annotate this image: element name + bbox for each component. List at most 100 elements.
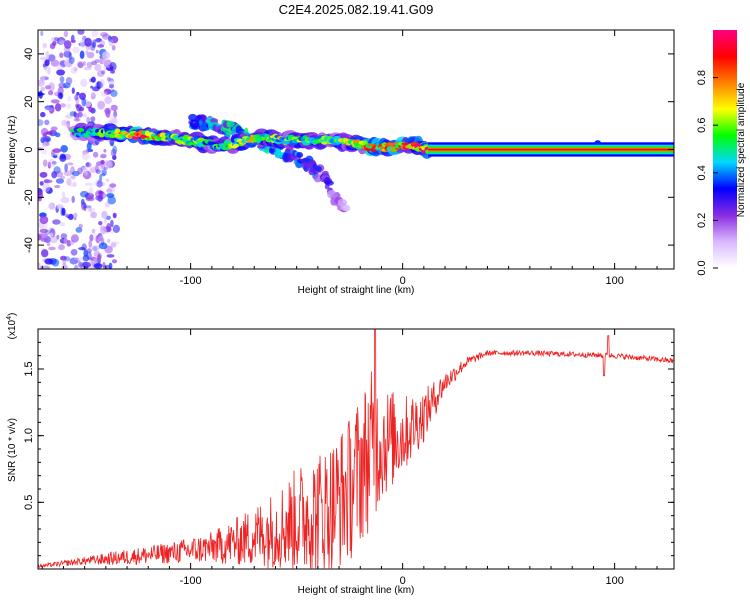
spectrogram-noise-blob <box>94 63 102 72</box>
spectrogram-noise-blob <box>90 76 96 83</box>
spectrogram-noise-blob <box>98 221 103 226</box>
spectrogram-noise-blob <box>81 167 88 173</box>
spectrogram-noise-blob <box>71 195 75 203</box>
spectrogram-noise-blob <box>93 38 100 44</box>
spectrogram-noise-blob <box>111 45 116 51</box>
y-tick-label: -20 <box>23 189 35 205</box>
spectrogram-noise-blob <box>38 234 42 241</box>
spectrogram-noise-blob <box>62 82 71 89</box>
spectrogram-ylabel: Frequency (Hz) <box>7 116 18 185</box>
y-tick-label: 40 <box>23 48 35 60</box>
spectrogram-noise-blob <box>47 203 55 210</box>
spectrogram-noise-blob <box>86 248 93 253</box>
spectrogram-noise-blob <box>63 30 69 38</box>
spectrogram-noise-blob <box>38 79 45 87</box>
spectrogram-noise-blob <box>52 148 62 153</box>
spectrogram-noise-blob <box>100 226 107 235</box>
spectrogram-noise-blob <box>51 161 57 165</box>
spectrogram-noise-blob <box>101 210 108 219</box>
spectrogram-noise-blob <box>86 61 93 68</box>
spectrogram-noise-blob <box>92 86 100 92</box>
spectrogram-ridge-core <box>321 141 328 145</box>
spectrogram-noise-blob <box>95 235 101 244</box>
spectrogram-branch-blob <box>337 198 348 207</box>
spectrogram-noise-blob <box>111 259 118 264</box>
spectrogram-branch-blob <box>227 120 235 128</box>
spectrogram-noise-blob <box>50 99 60 104</box>
spectrogram-noise-blob <box>106 238 111 244</box>
spectrogram-noise-blob <box>90 211 97 219</box>
spectrogram-noise-blob <box>59 222 66 227</box>
spectrogram-noise-blob <box>95 49 99 54</box>
spectrogram-noise-blob <box>45 187 53 194</box>
spectrogram-noise-blob <box>86 51 95 59</box>
spectrogram-noise-blob <box>51 152 59 156</box>
spectrogram-noise-blob <box>39 228 48 234</box>
spectrogram-noise-blob <box>82 255 90 262</box>
spectrogram-noise-blob <box>76 60 85 68</box>
spectrogram-noise-blob <box>100 91 108 97</box>
spectrogram-noise-blob <box>49 232 54 238</box>
spectrogram-noise-blob <box>60 255 67 261</box>
spectrogram-noise-blob <box>42 132 47 141</box>
spectrogram-noise-blob <box>56 234 60 240</box>
spectrogram-noise-blob <box>40 76 48 81</box>
spectrogram-panel: -100 0 100 -40 -20 0 20 40 Height of straight l… <box>7 29 675 296</box>
spectrogram-noise-blob <box>97 70 105 77</box>
spectrogram-blob <box>594 140 601 145</box>
spectrogram-noise-blob <box>85 162 90 167</box>
spectrogram-noise-blob <box>43 179 53 184</box>
spectrogram-noise-blob <box>40 111 46 118</box>
spectrogram-noise-blob <box>88 207 93 213</box>
spectrogram-noise-blob <box>103 149 107 153</box>
spectrogram-noise-blob <box>106 222 111 232</box>
colorbar: 0.0 0.2 0.4 0.6 0.8 Normalized spectral ampl… <box>696 30 747 276</box>
spectrogram-branch-blob <box>324 180 334 186</box>
spectrogram-noise-blob <box>38 80 44 84</box>
colorbar-gradient <box>713 30 737 268</box>
spectrogram-noise-blob <box>60 145 68 153</box>
spectrogram-ridge-core <box>302 135 308 139</box>
spectrogram-noise-blob <box>97 235 106 244</box>
spectrogram-noise-blob <box>84 182 94 186</box>
spectrogram-noise-blob <box>77 62 84 69</box>
x-tick-label: 0 <box>400 575 406 587</box>
spectrogram-noise-blob <box>80 78 88 88</box>
spectrogram-noise-blob <box>47 54 56 62</box>
spectrogram-noise-blob <box>60 207 64 217</box>
spectrogram-noise-blob <box>40 238 49 242</box>
spectrogram-noise-blob <box>101 173 106 177</box>
spectrogram-noise-blob <box>93 263 103 269</box>
spectrogram-noise-blob <box>83 266 88 269</box>
spectrogram-noise-blob <box>90 92 96 100</box>
spectrogram-noise-blob <box>39 76 43 84</box>
spectrogram-noise-blob <box>107 77 111 82</box>
spectrogram-noise-blob <box>48 90 54 96</box>
spectrogram-noise-blob <box>44 258 54 265</box>
spectrogram-noise-blob <box>81 152 90 161</box>
spectrogram-noise-blob <box>60 103 66 108</box>
spectrogram-noise-blob <box>112 224 120 233</box>
spectrogram-noise-blob <box>78 223 83 229</box>
y-tick-label: 0.5 <box>23 495 35 510</box>
spectrogram-noise-blob <box>66 240 72 247</box>
snr-series-line <box>38 329 674 569</box>
snr-multiplier: (x104) <box>6 313 18 340</box>
spectrogram-noise-blob <box>103 167 108 170</box>
spectrogram-noise-blob <box>72 46 80 54</box>
spectrogram-noise-blob <box>73 217 77 221</box>
spectrogram-noise-blob <box>80 190 89 198</box>
spectrogram-ridge-core <box>387 142 395 146</box>
spectrogram-noise-blob <box>97 100 105 110</box>
spectrogram-branch-blob <box>191 122 201 130</box>
spectrogram-noise-blob <box>69 111 77 117</box>
spectrogram-noise-blob <box>56 64 63 70</box>
spectrogram-noise-blob <box>67 162 74 166</box>
spectrogram-noise-blob <box>95 164 99 173</box>
spectrogram-noise-blob <box>52 154 58 159</box>
spectrogram-noise-blob <box>98 78 105 88</box>
spectrogram-noise-blob <box>104 96 112 105</box>
spectrogram-noise-blob <box>98 242 108 250</box>
spectrogram-noise-blob <box>49 235 58 244</box>
spectrogram-noise-blob <box>85 50 89 55</box>
